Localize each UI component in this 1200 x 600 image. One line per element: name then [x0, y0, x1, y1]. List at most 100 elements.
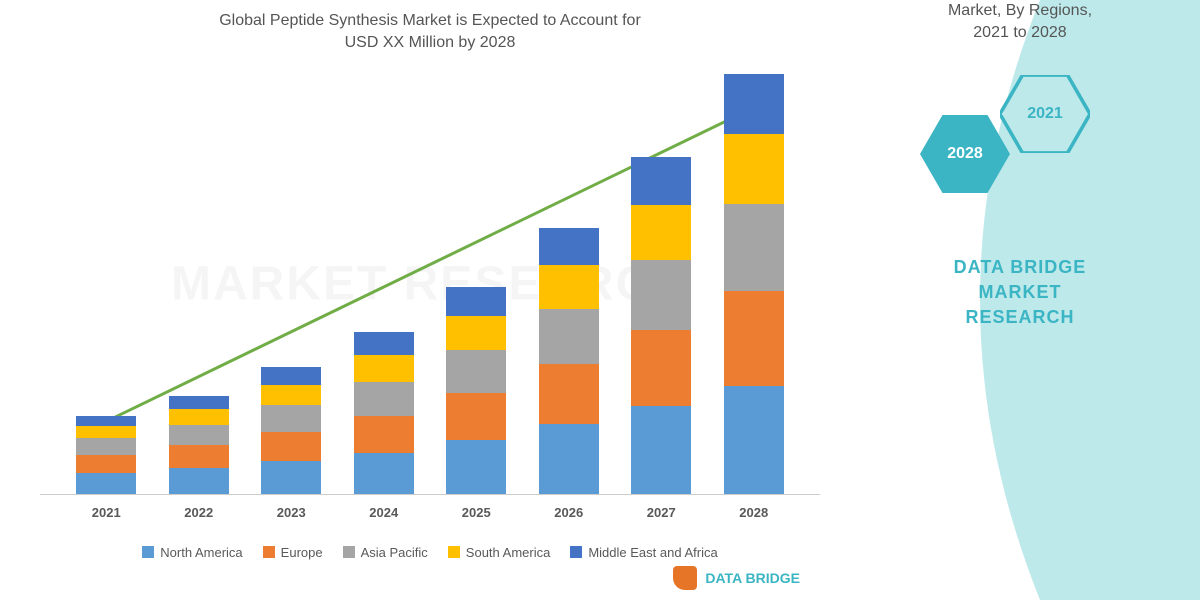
right-section: Market, By Regions, 2021 to 2028 2028 20…: [840, 0, 1200, 600]
right-panel-title: Market, By Regions, 2021 to 2028: [880, 0, 1160, 45]
segment-asia-pacific: [446, 350, 506, 393]
x-label: 2023: [261, 505, 321, 520]
legend-item: Asia Pacific: [343, 545, 428, 560]
bar-2027: [631, 157, 691, 494]
right-title-line1: Market, By Regions,: [948, 2, 1092, 19]
brand-line2: MARKET: [978, 282, 1061, 302]
segment-middle-east-and-africa: [724, 74, 784, 134]
bar-2026: [539, 228, 599, 494]
legend-swatch: [142, 546, 154, 558]
segment-south-america: [631, 205, 691, 261]
segment-south-america: [724, 134, 784, 204]
x-label: 2024: [354, 505, 414, 520]
legend-label: North America: [160, 545, 242, 560]
segment-south-america: [76, 426, 136, 438]
legend-swatch: [570, 546, 582, 558]
segment-middle-east-and-africa: [446, 287, 506, 316]
segment-middle-east-and-africa: [261, 367, 321, 385]
segment-europe: [169, 445, 229, 468]
hexagon-2021: 2021: [1000, 75, 1090, 153]
segment-europe: [261, 432, 321, 461]
segment-asia-pacific: [354, 382, 414, 416]
chart-title-line1: Global Peptide Synthesis Market is Expec…: [219, 12, 641, 29]
bar-stack: [354, 332, 414, 494]
legend-swatch: [263, 546, 275, 558]
chart-area: MARKET RESEARCH: [40, 75, 820, 495]
legend-swatch: [448, 546, 460, 558]
bar-stack: [169, 396, 229, 494]
bar-stack: [446, 287, 506, 494]
segment-asia-pacific: [76, 438, 136, 454]
segment-south-america: [261, 385, 321, 406]
legend-item: South America: [448, 545, 551, 560]
segment-europe: [76, 455, 136, 474]
legend-label: Middle East and Africa: [588, 545, 717, 560]
brand-line1: DATA BRIDGE: [954, 257, 1087, 277]
segment-europe: [631, 330, 691, 406]
chart-legend: North America Europe Asia Pacific South Ame…: [40, 545, 820, 560]
segment-europe: [724, 291, 784, 386]
chart-section: Global Peptide Synthesis Market is Expec…: [0, 0, 840, 600]
segment-middle-east-and-africa: [539, 228, 599, 265]
legend-label: South America: [466, 545, 551, 560]
segment-europe: [354, 416, 414, 453]
bar-2021: [76, 416, 136, 494]
bar-2028: [724, 74, 784, 494]
segment-south-america: [169, 409, 229, 424]
bar-2024: [354, 332, 414, 494]
chart-title-line2: USD XX Million by 2028: [345, 34, 516, 51]
segment-asia-pacific: [724, 204, 784, 292]
segment-north-america: [724, 386, 784, 494]
footer-logo-text: DATA BRIDGE: [705, 570, 800, 586]
right-title-line2: 2021 to 2028: [973, 24, 1066, 41]
segment-north-america: [631, 406, 691, 494]
segment-asia-pacific: [169, 425, 229, 446]
segment-middle-east-and-africa: [354, 332, 414, 355]
segment-middle-east-and-africa: [169, 396, 229, 409]
footer-logo-icon: [673, 566, 697, 590]
segment-north-america: [354, 453, 414, 494]
legend-item: North America: [142, 545, 242, 560]
bar-stack: [76, 416, 136, 494]
x-axis-labels: 2021 2022 2023 2024 2025 2026 2027 2028: [40, 495, 820, 520]
bar-stack: [631, 157, 691, 494]
segment-europe: [446, 393, 506, 440]
footer-logo: DATA BRIDGE: [673, 566, 800, 590]
bar-2025: [446, 287, 506, 494]
bar-2023: [261, 367, 321, 494]
segment-asia-pacific: [631, 260, 691, 330]
segment-north-america: [169, 468, 229, 494]
bar-stack: [539, 228, 599, 494]
legend-item: Middle East and Africa: [570, 545, 717, 560]
x-label: 2028: [724, 505, 784, 520]
segment-south-america: [354, 355, 414, 382]
brand-text: DATA BRIDGE MARKET RESEARCH: [954, 255, 1087, 331]
legend-item: Europe: [263, 545, 323, 560]
segment-asia-pacific: [261, 405, 321, 432]
bar-stack: [261, 367, 321, 494]
x-label: 2022: [169, 505, 229, 520]
x-label: 2021: [76, 505, 136, 520]
x-label: 2025: [446, 505, 506, 520]
x-label: 2027: [631, 505, 691, 520]
bar-2022: [169, 396, 229, 494]
chart-title: Global Peptide Synthesis Market is Expec…: [40, 10, 820, 55]
segment-middle-east-and-africa: [76, 416, 136, 426]
hexagon-2028-label: 2028: [947, 145, 983, 163]
segment-middle-east-and-africa: [631, 157, 691, 204]
hexagon-2028: 2028: [920, 115, 1010, 193]
hexagon-2021-label: 2021: [1027, 105, 1063, 123]
segment-asia-pacific: [539, 309, 599, 365]
legend-swatch: [343, 546, 355, 558]
legend-label: Europe: [281, 545, 323, 560]
year-hexagons: 2028 2021: [920, 75, 1120, 215]
bar-stack: [724, 74, 784, 494]
x-label: 2026: [539, 505, 599, 520]
legend-label: Asia Pacific: [361, 545, 428, 560]
segment-north-america: [539, 424, 599, 494]
segment-north-america: [446, 440, 506, 494]
main-container: Global Peptide Synthesis Market is Expec…: [0, 0, 1200, 600]
segment-south-america: [446, 316, 506, 350]
segment-south-america: [539, 265, 599, 308]
segment-north-america: [261, 461, 321, 494]
